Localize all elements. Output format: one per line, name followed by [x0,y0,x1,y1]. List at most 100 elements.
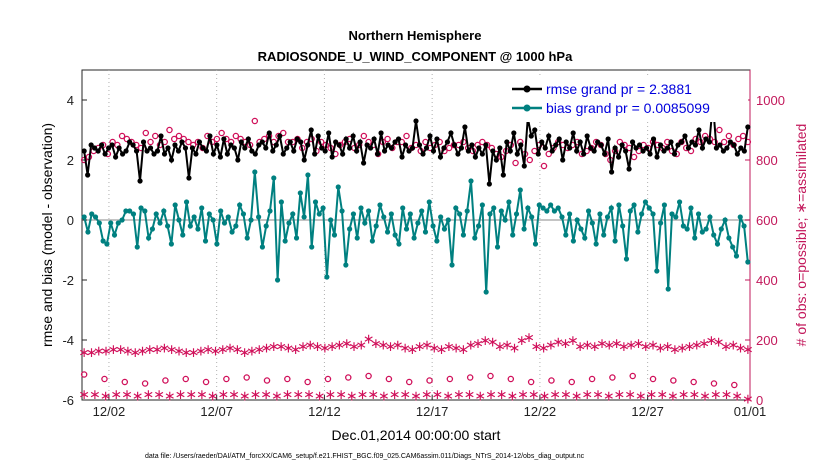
rmse-point [326,130,332,136]
bias-point [711,232,717,238]
bias-point [695,211,702,217]
y-right-tick-label: 600 [756,213,778,228]
possible-obs-point [540,162,548,170]
rmse-point [361,160,367,166]
rmse-point [727,139,733,145]
bias-point [267,208,273,214]
possible-obs-point [710,380,718,387]
legend-rmse-label: rmse grand pr = 2.3881 [546,81,692,97]
assimilated-obs-point: ∗ [530,339,542,355]
bias-point [206,211,212,217]
y-tick-label: 2 [67,153,74,168]
rmse-point [109,142,115,148]
rmse-point [259,139,265,145]
assimilated-obs-point: ∗ [297,339,309,355]
bias-point [233,223,239,229]
assimilated-obs-point: ∗ [144,342,156,358]
possible-obs-point [720,138,728,146]
bias-point [593,241,599,247]
bias-point [589,220,595,226]
bias-point [199,205,205,211]
rmse-point [301,157,307,163]
bias-point [403,226,410,232]
possible-obs-point [142,129,150,137]
bias-point [350,211,357,217]
bias-point [676,199,683,205]
bias-point [457,211,463,217]
assimilated-obs-point: ∗ [523,330,535,346]
bias-point [164,223,171,229]
bias-point [692,235,698,241]
rmse-point [588,145,594,151]
rmse-point [734,151,740,157]
assimilated-obs-point: ∗ [250,387,262,403]
chart-title: Northern Hemisphere [349,28,482,43]
possible-obs-point [725,132,733,140]
rmse-point [539,139,545,145]
rmse-point [458,145,465,151]
bias-point [290,211,296,217]
bias-point [146,235,152,241]
bias-point [157,220,163,226]
assimilated-obs-point: ∗ [560,336,572,352]
assimilated-obs-point: ∗ [684,339,696,355]
possible-obs-point [166,126,173,134]
possible-obs-point [548,377,555,384]
rmse-point [203,148,210,154]
assimilated-obs-point: ∗ [742,392,754,408]
bias-point [658,220,664,226]
rmse-point [305,142,311,148]
rmse-point [133,148,140,154]
bias-point [544,208,550,214]
bias-point [699,229,705,235]
rmse-point [643,145,650,151]
bias-point [373,223,379,229]
assimilated-obs-point: ∗ [210,344,222,360]
possible-obs-point [649,375,657,383]
possible-obs-point [223,375,230,383]
bias-point [642,199,649,205]
assimilated-obs-point: ∗ [552,335,564,351]
bias-point [426,199,432,205]
assimilated-obs-point: ∗ [283,341,295,357]
assimilated-obs-point: ∗ [625,338,637,354]
rmse-point [595,139,601,145]
assimilated-obs-point: ∗ [516,333,528,349]
bias-point [354,235,360,241]
assimilated-obs-point: ∗ [151,342,163,358]
bias-point [525,205,531,211]
rmse-point [168,157,175,163]
rmse-point [738,145,744,151]
assimilated-obs-point: ∗ [268,339,280,355]
bias-point [741,223,747,229]
rmse-point [605,136,611,142]
bias-point [263,223,269,229]
assimilated-obs-point: ∗ [464,387,476,403]
bias-point [430,223,436,229]
rmse-point [388,145,395,151]
rmse-point [210,151,216,157]
bias-point [521,226,527,232]
assimilated-obs-point: ∗ [731,389,743,405]
rmse-point [367,145,374,151]
y-right-tick-label: 400 [756,273,778,288]
possible-obs-point [526,156,534,164]
rmse-point [430,148,437,154]
possible-obs-point [152,132,159,140]
x-tick-label: 12/17 [416,404,449,419]
y-tick-label: 4 [67,93,74,108]
rmse-point [685,145,692,151]
x-tick-label: 12/22 [524,404,557,419]
rmse-point [319,145,325,151]
bias-point [127,208,133,214]
assimilated-obs-point: ∗ [538,341,550,357]
possible-obs-point [147,138,154,146]
assimilated-obs-point: ∗ [592,387,604,403]
y-right-tick-label: 800 [756,153,778,168]
rmse-point [402,142,409,148]
assimilated-obs-point: ∗ [89,387,101,403]
y-axis-label-right: # of obs: o=possible; ∗=assimilated [793,124,809,347]
bias-point [335,184,341,190]
rmse-point [542,145,548,151]
rmse-point [182,145,189,151]
